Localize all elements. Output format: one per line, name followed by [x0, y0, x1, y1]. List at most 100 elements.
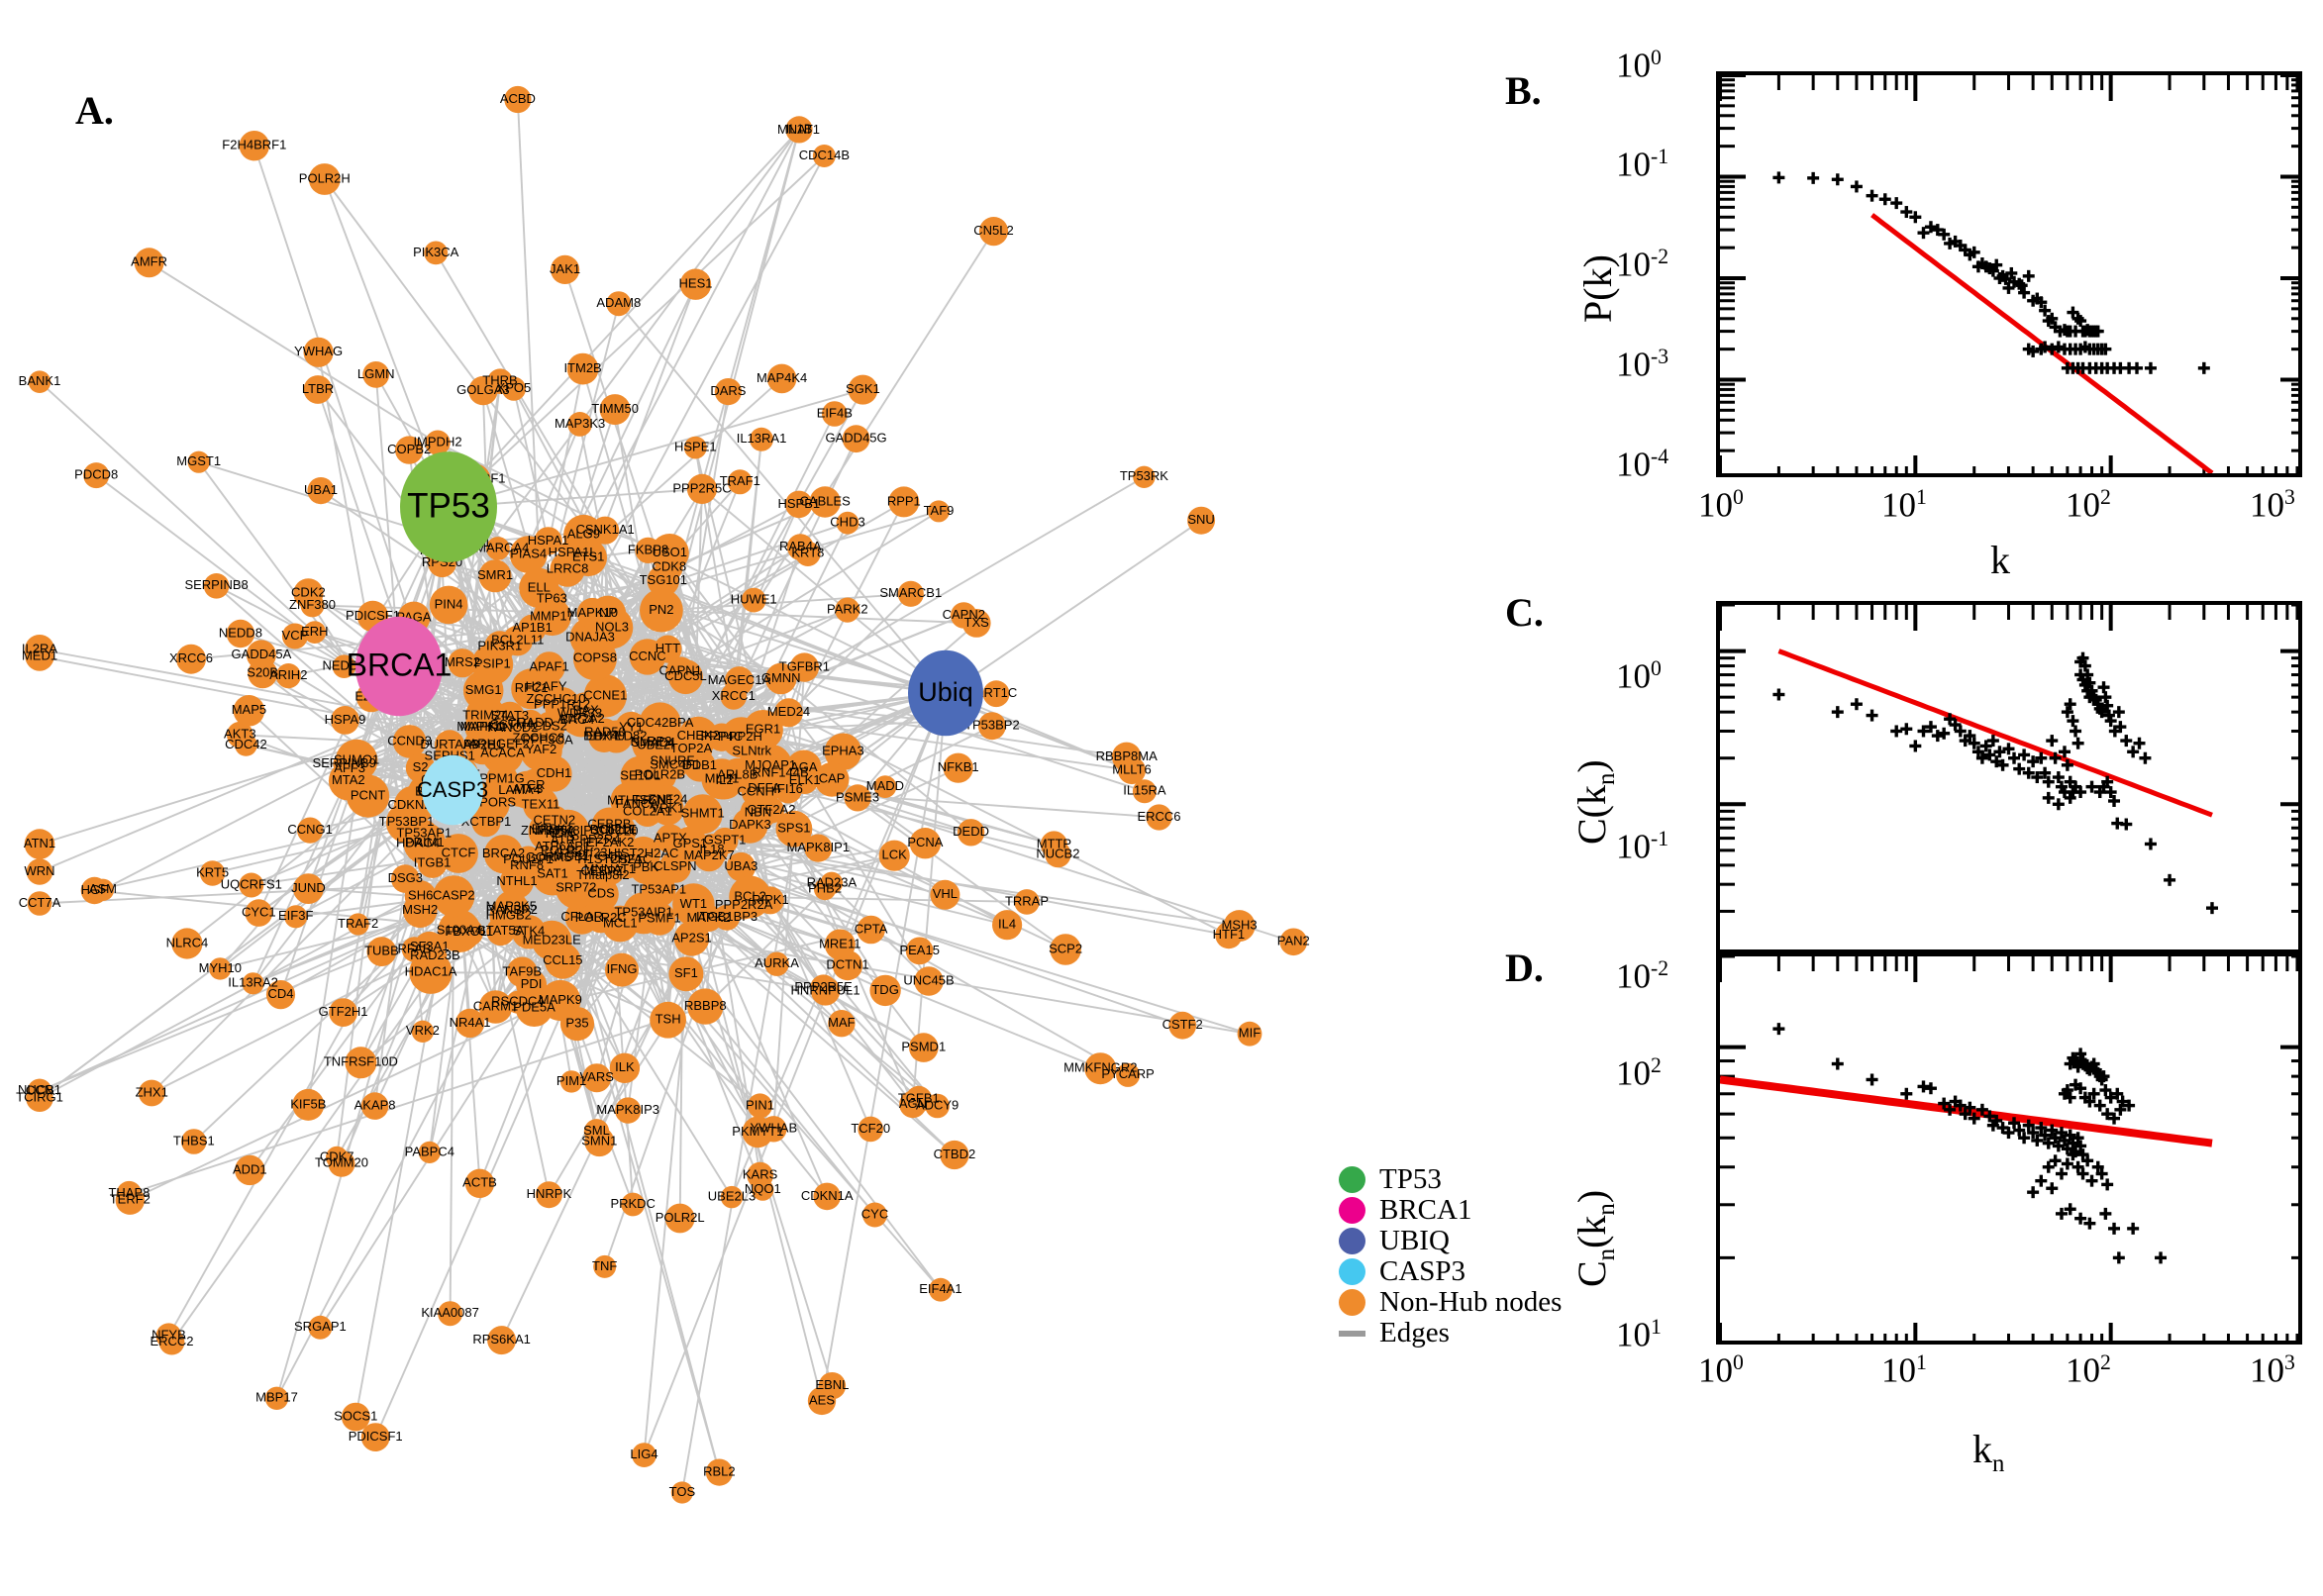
network-node[interactable]: [774, 698, 803, 728]
network-node[interactable]: [682, 794, 723, 835]
network-node[interactable]: [605, 952, 639, 987]
network-node[interactable]: [448, 648, 477, 678]
network-node[interactable]: [345, 1047, 377, 1079]
network-node[interactable]: [559, 1007, 595, 1042]
network-node[interactable]: [584, 1127, 615, 1157]
network-node[interactable]: [647, 564, 679, 597]
network-node[interactable]: [640, 588, 683, 633]
network-node[interactable]: [486, 537, 510, 560]
network-node[interactable]: [209, 957, 232, 980]
network-node[interactable]: [80, 876, 109, 905]
network-node[interactable]: [341, 1402, 370, 1432]
network-node[interactable]: [760, 1116, 787, 1143]
network-node[interactable]: [930, 879, 960, 910]
network-node[interactable]: [564, 900, 599, 935]
network-node[interactable]: [297, 817, 324, 844]
network-node[interactable]: [705, 1458, 734, 1486]
network-node[interactable]: [957, 819, 985, 847]
network-node[interactable]: [1014, 889, 1040, 915]
network-node[interactable]: [683, 436, 707, 459]
network-node[interactable]: [360, 1092, 389, 1120]
network-node[interactable]: [857, 915, 885, 945]
network-node[interactable]: [658, 850, 692, 883]
network-node[interactable]: [814, 878, 837, 901]
network-node[interactable]: [245, 899, 273, 927]
network-node[interactable]: [392, 725, 427, 758]
network-node[interactable]: [668, 956, 704, 992]
network-node[interactable]: [487, 1326, 517, 1355]
network-node[interactable]: [478, 990, 513, 1024]
network-node[interactable]: [764, 951, 789, 976]
network-node[interactable]: [293, 873, 324, 904]
network-node[interactable]: [25, 635, 54, 664]
network-node[interactable]: [26, 858, 53, 885]
network-node[interactable]: [187, 450, 210, 473]
network-node[interactable]: [678, 716, 719, 756]
network-node[interactable]: [909, 1033, 939, 1062]
network-node[interactable]: [434, 730, 465, 760]
network-node[interactable]: [307, 477, 335, 505]
network-node[interactable]: [471, 644, 514, 685]
network-node[interactable]: [281, 623, 308, 649]
network-node[interactable]: [925, 1093, 950, 1119]
network-node[interactable]: [333, 752, 356, 775]
network-node[interactable]: [264, 1386, 289, 1411]
network-node[interactable]: [635, 537, 661, 564]
network-node[interactable]: [265, 980, 296, 1010]
network-node[interactable]: [242, 972, 264, 995]
network-node[interactable]: [83, 462, 110, 489]
network-node[interactable]: [1215, 922, 1243, 949]
network-node[interactable]: [621, 1192, 646, 1217]
network-node[interactable]: [766, 363, 797, 394]
network-node[interactable]: [632, 1443, 656, 1467]
network-node[interactable]: [1132, 779, 1157, 804]
network-node[interactable]: [748, 1093, 772, 1119]
network-node[interactable]: [591, 516, 620, 545]
network-node[interactable]: [822, 401, 848, 427]
network-node[interactable]: [418, 1141, 441, 1163]
network-node[interactable]: [226, 619, 255, 648]
network-node[interactable]: [347, 913, 369, 936]
network-node[interactable]: [982, 680, 1010, 708]
network-node[interactable]: [566, 352, 599, 385]
network-node[interactable]: [284, 905, 308, 929]
network-node[interactable]: [1084, 1052, 1117, 1085]
network-node[interactable]: [729, 875, 771, 919]
network-node[interactable]: [1187, 506, 1216, 535]
network-node[interactable]: [828, 1009, 856, 1038]
network-node[interactable]: [292, 1088, 325, 1121]
network-node[interactable]: [362, 361, 390, 388]
network-node[interactable]: [533, 597, 571, 637]
network-node[interactable]: [738, 738, 765, 765]
network-node[interactable]: [978, 217, 1009, 247]
network-node[interactable]: [567, 412, 592, 437]
network-node[interactable]: [558, 539, 586, 567]
network-node[interactable]: [670, 1481, 694, 1504]
network-node[interactable]: [862, 1202, 887, 1228]
network-node[interactable]: [750, 427, 773, 451]
network-node[interactable]: [438, 1301, 463, 1327]
network-node[interactable]: [328, 1149, 355, 1177]
network-node[interactable]: [943, 752, 973, 783]
network-node[interactable]: [727, 469, 753, 495]
network-node[interactable]: [536, 755, 572, 792]
network-node[interactable]: [928, 500, 950, 523]
network-node[interactable]: [714, 378, 743, 406]
network-node[interactable]: [293, 578, 324, 609]
network-node[interactable]: [824, 929, 856, 960]
network-node[interactable]: [809, 486, 841, 518]
network-node[interactable]: [791, 767, 819, 794]
network-node[interactable]: [203, 573, 230, 599]
network-node[interactable]: [720, 1185, 744, 1209]
network-node[interactable]: [332, 654, 356, 678]
network-node[interactable]: [720, 683, 748, 710]
network-node[interactable]: [582, 1063, 612, 1093]
network-node[interactable]: [556, 867, 597, 909]
network-node[interactable]: [27, 891, 52, 916]
network-node[interactable]: [961, 609, 991, 638]
network-node[interactable]: [665, 656, 696, 687]
network-node[interactable]: [632, 721, 675, 765]
network-node[interactable]: [804, 834, 833, 862]
network-node[interactable]: [424, 241, 449, 265]
network-node[interactable]: [609, 1052, 641, 1084]
